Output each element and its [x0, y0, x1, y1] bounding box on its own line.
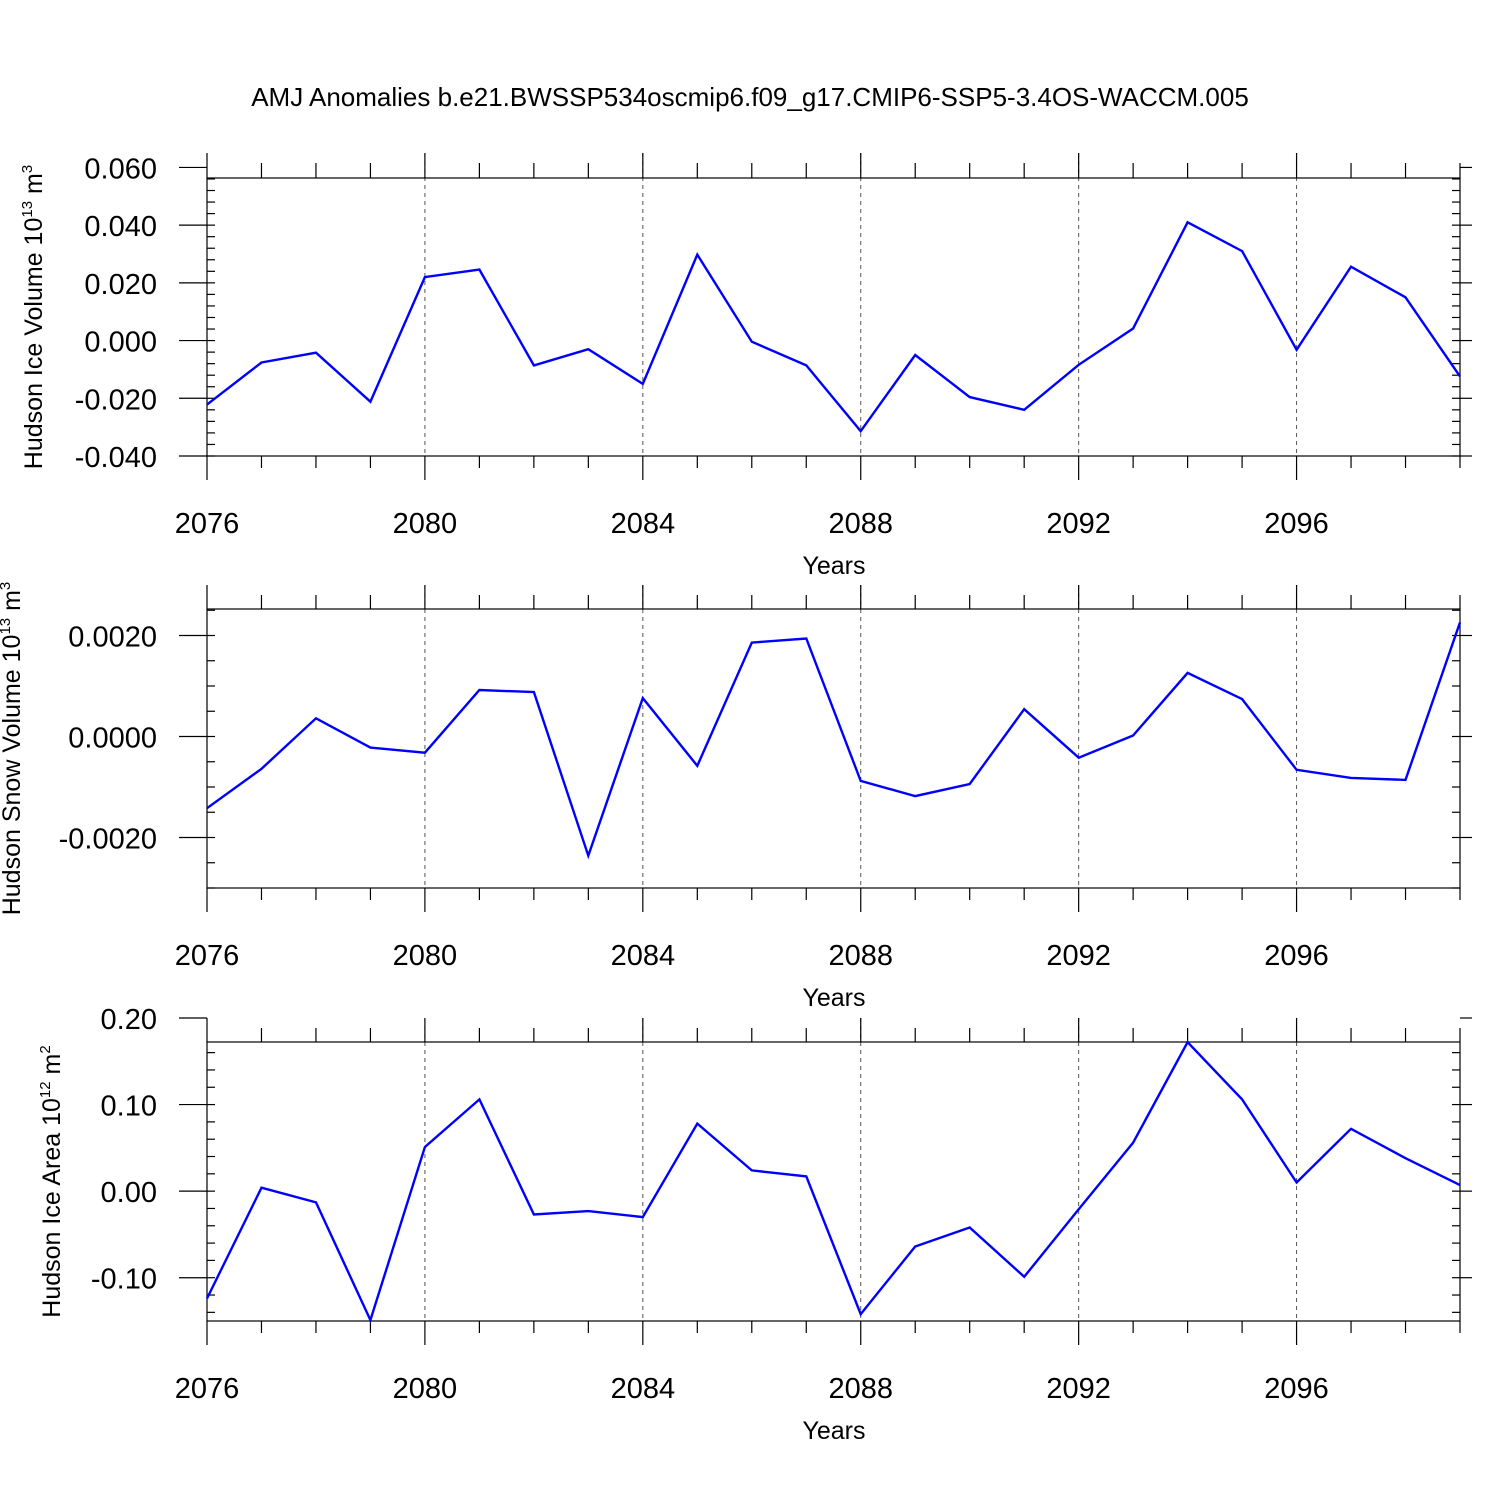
x-tick-label: 2092 [1046, 1373, 1111, 1405]
y-tick-label: 0.0020 [68, 622, 157, 654]
x-tick-label: 2096 [1264, 1373, 1329, 1405]
x-tick-label: 2096 [1264, 508, 1329, 540]
x-tick-label: 2080 [393, 1373, 458, 1405]
panel-ice-area: -0.10 0.00 0.10 0.20 2076 2080 2084 2088 2092 209… [37, 1004, 1472, 1445]
x-tick-label: 2084 [611, 940, 676, 972]
x-tick-label: 2096 [1264, 940, 1329, 972]
x-tick-label: 2084 [611, 508, 676, 540]
y-tick-label: -0.10 [91, 1264, 157, 1296]
x-tick-label: 2076 [175, 1373, 240, 1405]
x-tick-label: 2076 [175, 940, 240, 972]
x-tick-label: 2084 [611, 1373, 676, 1405]
x-tick-label: 2088 [828, 508, 893, 540]
plot-frame [206, 177, 1461, 457]
x-tick-label: 2080 [393, 508, 458, 540]
y-tick-label: 0.10 [101, 1091, 157, 1123]
chart-title: AMJ Anomalies b.e21.BWSSP534oscmip6.f09_… [251, 82, 1249, 112]
y-tick-label: 0.0000 [68, 723, 157, 755]
y-tick-label: 0.000 [84, 327, 157, 359]
y-tick-label: 0.20 [101, 1004, 157, 1036]
series-line-ice-area [205, 1040, 1461, 1324]
y-tick-label: 0.040 [84, 211, 157, 243]
y-tick-label: 0.00 [101, 1177, 157, 1209]
panel-snow-volume: -0.0020 0.0000 0.0020 2076 2080 2084 2088 2092 2… [0, 582, 1472, 1012]
plot-frame [206, 1041, 1461, 1322]
plot-frame [206, 608, 1461, 889]
y-tick-label: -0.0020 [59, 824, 157, 856]
y-tick-label: 0.060 [84, 153, 157, 185]
x-tick-label: 2092 [1046, 508, 1111, 540]
x-tick-label: 2092 [1046, 940, 1111, 972]
x-tick-label: 2088 [828, 940, 893, 972]
series-line-ice-volume [206, 220, 1461, 434]
x-tick-label: 2076 [175, 508, 240, 540]
x-tick-label: 2080 [393, 940, 458, 972]
x-axis-label: Years [802, 1417, 865, 1445]
x-axis-label: Years [802, 552, 865, 580]
y-tick-label: -0.040 [75, 442, 157, 474]
y-tick-label: -0.020 [75, 384, 157, 416]
x-tick-label: 2088 [828, 1373, 893, 1405]
y-tick-label: 0.020 [84, 269, 157, 301]
y-axis-label: Hudson Ice Volume 1013 m3 [19, 165, 48, 469]
series-line-snow-volume [206, 622, 1462, 860]
panel-ice-volume: -0.040 -0.020 0.000 0.020 0.040 0.060 2076 2080… [19, 153, 1472, 580]
y-axis-label: Hudson Snow Volume 1013 m3 [0, 582, 26, 916]
y-axis-label: Hudson Ice Area 1012 m2 [37, 1045, 66, 1317]
x-axis-label: Years [802, 984, 865, 1012]
